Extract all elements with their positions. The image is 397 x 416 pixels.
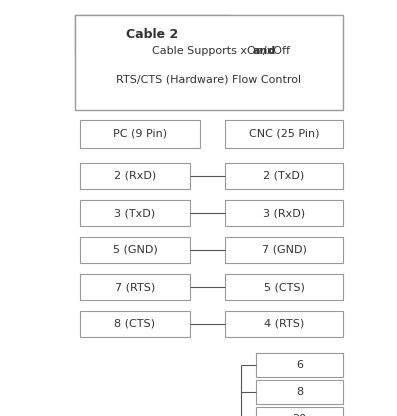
Bar xyxy=(80,237,190,263)
Text: CNC (25 Pin): CNC (25 Pin) xyxy=(249,129,319,139)
Text: 7 (RTS): 7 (RTS) xyxy=(115,282,155,292)
Text: and: and xyxy=(252,46,275,56)
Text: 5 (CTS): 5 (CTS) xyxy=(264,282,304,292)
Text: 4 (RTS): 4 (RTS) xyxy=(264,319,304,329)
Bar xyxy=(75,15,343,110)
Text: 2 (RxD): 2 (RxD) xyxy=(114,171,156,181)
Bar xyxy=(256,407,343,416)
Bar xyxy=(256,353,343,377)
Bar xyxy=(225,237,343,263)
Bar xyxy=(80,274,190,300)
Text: 7 (GND): 7 (GND) xyxy=(262,245,306,255)
Text: 20: 20 xyxy=(293,414,306,416)
Bar xyxy=(225,163,343,189)
Text: 3 (RxD): 3 (RxD) xyxy=(263,208,305,218)
Bar xyxy=(80,163,190,189)
Bar xyxy=(225,311,343,337)
Text: 3 (TxD): 3 (TxD) xyxy=(114,208,156,218)
Text: 5 (GND): 5 (GND) xyxy=(113,245,157,255)
Bar xyxy=(80,311,190,337)
Text: PC (9 Pin): PC (9 Pin) xyxy=(113,129,167,139)
Bar xyxy=(75,15,230,53)
Text: Cable Supports xOn/xOff: Cable Supports xOn/xOff xyxy=(152,46,294,56)
Bar xyxy=(225,274,343,300)
Text: RTS/CTS (Hardware) Flow Control: RTS/CTS (Hardware) Flow Control xyxy=(116,74,302,84)
Bar xyxy=(80,120,200,148)
Text: 2 (TxD): 2 (TxD) xyxy=(263,171,304,181)
Bar xyxy=(225,200,343,226)
Bar xyxy=(225,120,343,148)
Bar xyxy=(256,380,343,404)
Text: 8 (CTS): 8 (CTS) xyxy=(114,319,156,329)
Text: Cable 2: Cable 2 xyxy=(126,27,179,40)
Text: 6: 6 xyxy=(296,360,303,370)
Bar xyxy=(80,200,190,226)
Text: 8: 8 xyxy=(296,387,303,397)
